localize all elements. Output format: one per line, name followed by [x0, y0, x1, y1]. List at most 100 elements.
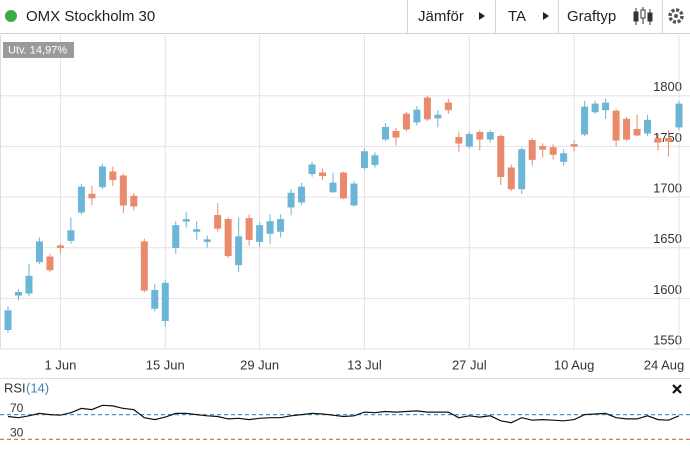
arrow-icon [543, 12, 549, 20]
candle-body [298, 186, 306, 203]
y-tick-label: 70 [10, 401, 24, 415]
instrument-title: OMX Stockholm 30 [26, 8, 155, 25]
candle-body [67, 230, 75, 241]
rsi-title: RSI [4, 380, 26, 395]
chart-type-button[interactable]: Graftyp [567, 7, 653, 25]
candle-body [539, 146, 547, 150]
gear-center [674, 14, 678, 18]
candle-body [654, 138, 662, 143]
candle-body [224, 219, 232, 257]
candle-body [151, 290, 159, 309]
gear-icon [668, 8, 684, 24]
candle-body [277, 219, 285, 232]
candle-body [476, 131, 484, 140]
x-tick-label: 24 Aug [644, 357, 685, 372]
y-tick-label: 1600 [653, 282, 682, 297]
candle-body [402, 113, 410, 130]
candle-body [413, 109, 421, 123]
y-tick-label: 1650 [653, 231, 682, 246]
candle-body [203, 239, 211, 242]
candle-body [497, 136, 505, 178]
candle-body [329, 182, 337, 193]
candle-body [360, 151, 368, 168]
candle-body [25, 275, 33, 294]
y-tick-label: 1800 [653, 79, 682, 94]
x-tick-label: 15 Jun [146, 357, 185, 372]
candle-body [172, 225, 180, 248]
y-tick-label: 1550 [653, 332, 682, 347]
candle-body [455, 137, 463, 144]
candle-body [214, 215, 222, 229]
rsi-chart: 30 70 [0, 401, 690, 440]
candle-body [119, 175, 127, 206]
settings-button[interactable] [668, 8, 684, 24]
button-label: Graftyp [567, 8, 616, 25]
candle-body [644, 119, 652, 134]
x-tick-label: 13 Jul [347, 357, 382, 372]
y-tick-label: 30 [10, 426, 24, 440]
status-dot [5, 10, 17, 22]
button-label: Jämför [418, 8, 464, 25]
candle-body [161, 282, 169, 321]
close-icon [672, 384, 682, 394]
candle-body [518, 149, 526, 190]
candle-body [245, 218, 253, 240]
candle-body [434, 114, 442, 119]
candle-body [266, 221, 274, 234]
x-tick-label: 1 Jun [45, 357, 77, 372]
candle-body [581, 106, 589, 135]
candle-body [528, 140, 536, 160]
candle-body [98, 166, 106, 188]
candle-body [350, 183, 358, 206]
change-text: Utv. 14,97% [8, 44, 67, 56]
ta-button[interactable]: TA [508, 8, 549, 25]
candle-body [319, 172, 327, 177]
candle-body [591, 103, 599, 113]
candle-body [507, 167, 515, 190]
x-tick-label: 29 Jun [240, 357, 279, 372]
candle-body [4, 310, 12, 331]
candle-body [633, 128, 641, 136]
candle-body [256, 225, 264, 242]
candle-body [339, 172, 348, 199]
candle-body [46, 256, 54, 271]
y-tick-label: 1700 [653, 181, 682, 196]
x-tick-label: 27 Jul [452, 357, 487, 372]
candle-body [130, 195, 138, 207]
candle-body [549, 147, 557, 155]
candle-body [140, 241, 148, 291]
toolbar [0, 0, 690, 33]
change-badge [3, 42, 74, 58]
button-label: TA [508, 8, 526, 25]
candle-body [193, 229, 201, 232]
candle-body [392, 130, 400, 138]
candle-body [465, 134, 473, 147]
candle-body [35, 241, 43, 263]
candle-body [308, 164, 316, 175]
candle-body [235, 236, 243, 266]
candle-body [109, 171, 117, 181]
candle-body [612, 110, 620, 141]
arrow-icon [479, 12, 485, 20]
candle-body [602, 102, 610, 111]
candle-body [77, 186, 85, 213]
candle-body [287, 192, 295, 208]
rsi-period: (14) [26, 380, 49, 395]
candle-body [182, 219, 190, 222]
close-rsi-button[interactable] [672, 384, 682, 394]
candle-body [560, 153, 568, 162]
candle-body [14, 292, 22, 296]
compare-button[interactable]: Jämför [418, 8, 485, 25]
candle-body [486, 131, 494, 140]
x-tick-label: 10 Aug [554, 357, 595, 372]
candle-icon [633, 7, 653, 25]
candle-body [675, 103, 683, 128]
rsi-line [7, 404, 680, 424]
candle-body [423, 97, 431, 120]
candle-body [665, 138, 673, 142]
candle-body [570, 144, 578, 147]
candle-body [444, 102, 452, 111]
